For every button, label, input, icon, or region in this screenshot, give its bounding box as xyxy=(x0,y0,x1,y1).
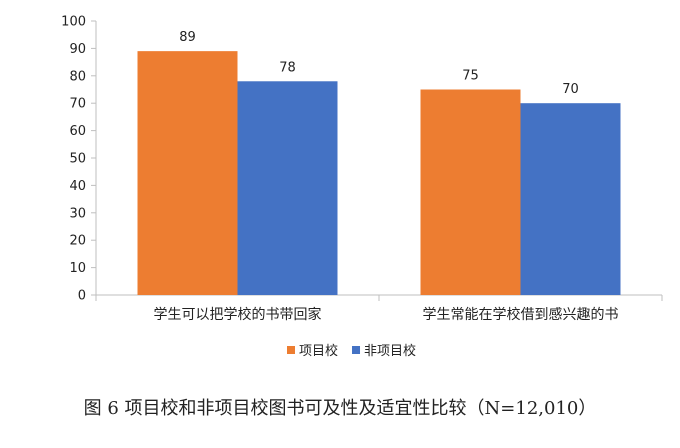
bar xyxy=(420,89,521,295)
data-label: 89 xyxy=(179,30,196,45)
figure-caption: 图 6 项目校和非项目校图书可及性及适宜性比较（N=12,010） xyxy=(84,398,597,419)
legend: 项目校 非项目校 xyxy=(287,343,416,359)
bar xyxy=(137,51,238,295)
data-labels: 89 78 75 70 xyxy=(179,30,579,97)
y-tick-label: 30 xyxy=(69,206,86,221)
y-tick-label: 40 xyxy=(69,179,86,194)
y-tick-label: 0 xyxy=(78,289,86,304)
y-tick-label: 80 xyxy=(69,69,86,84)
bars xyxy=(137,51,621,295)
y-tick-label: 60 xyxy=(69,124,86,139)
y-tick-label: 90 xyxy=(69,42,86,57)
y-tick-label: 10 xyxy=(69,261,86,276)
legend-swatch xyxy=(287,346,295,354)
y-tick-label: 20 xyxy=(69,234,86,249)
data-label: 70 xyxy=(562,82,579,97)
legend-label: 非项目校 xyxy=(364,343,416,359)
y-tick-label: 50 xyxy=(69,152,86,167)
legend-label: 项目校 xyxy=(299,343,338,359)
data-label: 75 xyxy=(462,69,479,84)
x-category-label: 学生可以把学校的书带回家 xyxy=(154,306,322,323)
x-category-label: 学生常能在学校借到感兴趣的书 xyxy=(423,306,619,323)
y-tick-label: 100 xyxy=(61,15,86,30)
data-label: 78 xyxy=(279,60,296,75)
y-tick-label: 70 xyxy=(69,97,86,112)
bar xyxy=(520,103,621,295)
legend-swatch xyxy=(352,346,361,354)
bar xyxy=(237,81,338,295)
category-labels: 学生可以把学校的书带回家 学生常能在学校借到感兴趣的书 xyxy=(154,306,619,323)
y-axis-ticks: 0 10 20 30 40 50 60 70 80 90 100 xyxy=(61,15,96,304)
